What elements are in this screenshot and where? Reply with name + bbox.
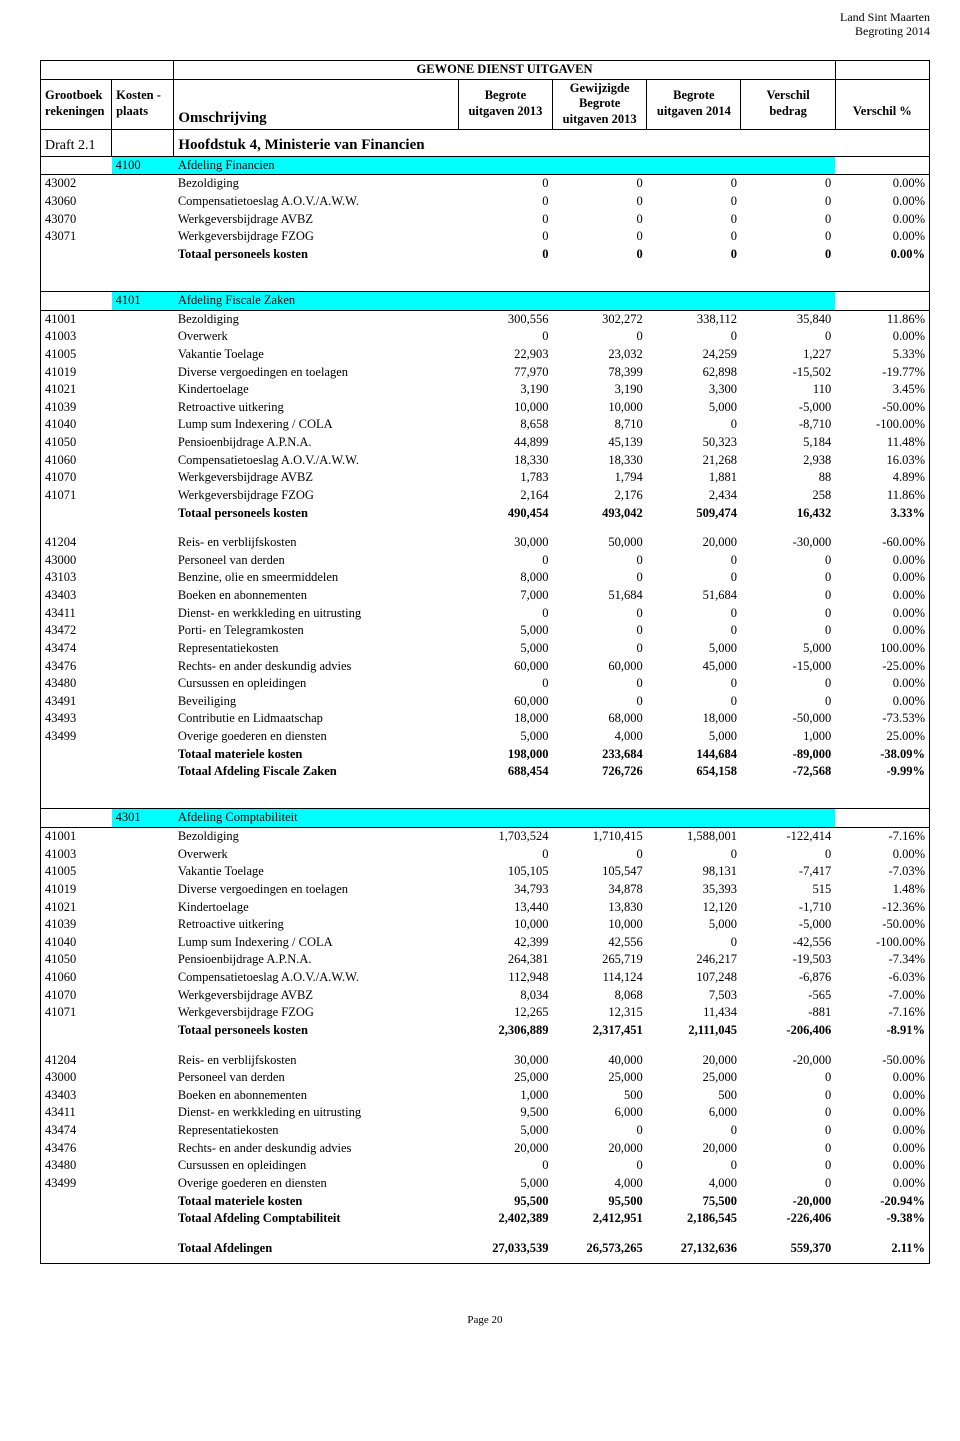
section-header-row: 4301Afdeling Comptabiliteit [41,809,930,828]
table-row: 43491 Beveiliging60,0000000.00% [41,693,930,711]
table-row: 41039Retroactive uitkering10,00010,0005,… [41,916,930,934]
col-header: Verschil [766,88,809,102]
corner-line-1: Land Sint Maarten [840,10,930,24]
col-header: Grootboek [45,88,102,102]
col-header: Begrote [485,88,526,102]
table-row: 41204Reis- en verblijfskosten30,00040,00… [41,1052,930,1070]
table-row: 43480Cursussen en opleidingen00000.00% [41,675,930,693]
budget-table: GEWONE DIENST UITGAVEN Grootboek rekenin… [40,60,930,1264]
table-row: 43411Dienst- en werkkleding en uitrustin… [41,605,930,623]
table-row: 41040Lump sum Indexering / COLA42,39942,… [41,934,930,952]
page: Land Sint Maarten Begroting 2014 GEWONE … [0,0,960,1366]
table-row: 43000Personeel van derden00000.00% [41,552,930,570]
corner-header: Land Sint Maarten Begroting 2014 [840,10,930,39]
col-header: uitgaven 2014 [657,104,731,118]
table-row: 41050Pensioenbijdrage A.P.N.A.264,381265… [41,951,930,969]
table-row: 43411Dienst- en werkkleding en uitrustin… [41,1104,930,1122]
table-row: 41001Bezoldiging300,556302,272338,11235,… [41,310,930,328]
table-row: Totaal Afdelingen27,033,53926,573,26527,… [41,1240,930,1258]
col-header: Begrote [579,96,620,110]
col-header: bedrag [769,104,807,118]
table-row: 43070Werkgeversbijdrage AVBZ00000.00% [41,211,930,229]
table-row: 43480Cursussen en opleidingen00000.00% [41,1157,930,1175]
table-row: 43000Personeel van derden25,00025,00025,… [41,1069,930,1087]
col-header: plaats [116,104,148,118]
table-row: Totaal Afdeling Fiscale Zaken688,454726,… [41,763,930,781]
table-row: 43493Contributie en Lidmaatschap18,00068… [41,710,930,728]
col-header: uitgaven 2013 [468,104,542,118]
table-row: 43476Rechts- en ander deskundig advies20… [41,1140,930,1158]
table-row: Totaal materiele kosten198,000233,684144… [41,746,930,764]
table-row: Totaal Afdeling Comptabiliteit2,402,3892… [41,1210,930,1228]
chapter-row: Draft 2.1 Hoofdstuk 4, Ministerie van Fi… [41,135,930,156]
section-title: GEWONE DIENST UITGAVEN [174,61,835,80]
chapter-desc: Hoofdstuk 4, Ministerie van Financien [174,135,459,156]
table-row: 41060Compensatietoeslag A.O.V./A.W.W.112… [41,969,930,987]
table-row: 41003Overwerk00000.00% [41,328,930,346]
table-row: 43002Bezoldiging00000.00% [41,175,930,193]
col-header: rekeningen [45,104,105,118]
section-gap [41,278,930,292]
col-header: Begrote [673,88,714,102]
col-header: Omschrijving [178,110,266,126]
page-footer: Page 20 [40,1314,930,1326]
table-row: 43474Representatiekosten5,0000000.00% [41,1122,930,1140]
table-row: 41019Diverse vergoedingen en toelagen34,… [41,881,930,899]
table-row: Totaal materiele kosten95,50095,50075,50… [41,1193,930,1211]
table-row: 41003Overwerk00000.00% [41,846,930,864]
col-header: Verschil % [853,104,912,118]
table-row: 41001Bezoldiging1,703,5241,710,4151,588,… [41,828,930,846]
corner-line-2: Begroting 2014 [840,24,930,38]
table-row: 41050Pensioenbijdrage A.P.N.A.44,89945,1… [41,434,930,452]
section-header-row: 4100Afdeling Financien [41,156,930,175]
table-title-row: GEWONE DIENST UITGAVEN [41,61,930,80]
col-header: uitgaven 2013 [563,112,637,126]
table-row: 43403Boeken en abonnementen1,00050050000… [41,1087,930,1105]
table-row: 43103Benzine, olie en smeermiddelen8,000… [41,569,930,587]
table-row: 41071Werkgeversbijdrage FZOG12,26512,315… [41,1004,930,1022]
table-row: 43472Porti- en Telegramkosten5,0000000.0… [41,622,930,640]
table-row: 41019Diverse vergoedingen en toelagen77,… [41,364,930,382]
table-row: 41021Kindertoelage3,1903,1903,3001103.45… [41,381,930,399]
table-row: 41040Lump sum Indexering / COLA8,6588,71… [41,416,930,434]
table-row: 43403Boeken en abonnementen7,00051,68451… [41,587,930,605]
table-row: Totaal personeels kosten00000.00% [41,246,930,264]
table-row: 41005Vakantie Toelage105,105105,54798,13… [41,863,930,881]
table-row: 41039Retroactive uitkering10,00010,0005,… [41,399,930,417]
col-header: Gewijzigde [570,81,630,95]
col-header: Kosten - [116,88,161,102]
table-row: Totaal personeels kosten2,306,8892,317,4… [41,1022,930,1040]
section-gap [41,781,930,795]
section-header-row: 4101Afdeling Fiscale Zaken [41,292,930,311]
table-row: 41005Vakantie Toelage22,90323,03224,2591… [41,346,930,364]
table-row: 43474Representatiekosten5,00005,0005,000… [41,640,930,658]
section-gap [41,795,930,809]
section-gap [41,264,930,278]
table-header-row: Grootboek rekeningen Kosten - plaats Oms… [41,79,930,129]
table-row: 41021Kindertoelage13,44013,83012,120-1,7… [41,899,930,917]
table-row: 43476Rechts- en ander deskundig advies60… [41,658,930,676]
table-row: 41070Werkgeversbijdrage AVBZ1,7831,7941,… [41,469,930,487]
chapter-code: Draft 2.1 [41,135,112,156]
table-row: 43060Compensatietoeslag A.O.V./A.W.W.000… [41,193,930,211]
table-row: 41204Reis- en verblijfskosten30,00050,00… [41,534,930,552]
table-row: 43071Werkgeversbijdrage FZOG00000.00% [41,228,930,246]
table-row: 43499Overige goederen en diensten5,0004,… [41,1175,930,1193]
table-row: Totaal personeels kosten490,454493,04250… [41,505,930,523]
table-row: 41070Werkgeversbijdrage AVBZ8,0348,0687,… [41,987,930,1005]
table-row: 41060Compensatietoeslag A.O.V./A.W.W.18,… [41,452,930,470]
table-bottom-border [41,1257,930,1263]
table-row: 41071Werkgeversbijdrage FZOG2,1642,1762,… [41,487,930,505]
table-row: 43499Overige goederen en diensten5,0004,… [41,728,930,746]
